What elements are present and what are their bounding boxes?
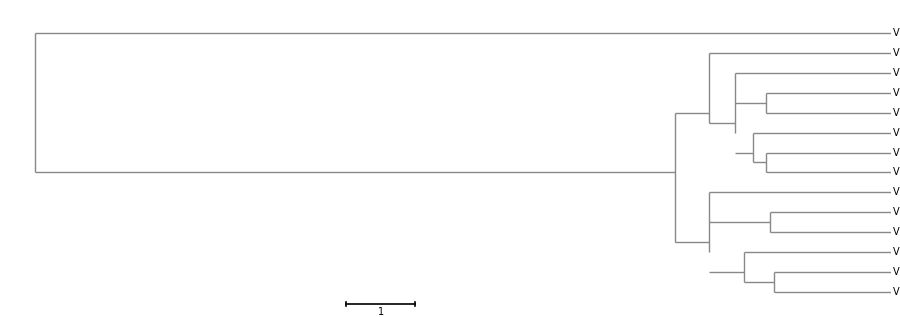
Text: VRSA11b 2010: VRSA11b 2010 (893, 207, 900, 217)
Text: VRSA3 2004: VRSA3 2004 (893, 48, 900, 58)
Text: VRSA16 2021: VRSA16 2021 (893, 28, 900, 38)
Text: VRSA2 2002: VRSA2 2002 (893, 68, 900, 78)
Text: VRSA1 2002: VRSA1 2002 (893, 108, 900, 118)
Text: VRSA5 2005: VRSA5 2005 (893, 287, 900, 297)
Text: VRSA11a 2010: VRSA11a 2010 (893, 227, 900, 237)
Text: VRSA15 2021: VRSA15 2021 (893, 147, 900, 158)
Text: VRSA10 2009: VRSA10 2009 (893, 128, 900, 138)
Text: VRSA7 2006: VRSA7 2006 (893, 267, 900, 277)
Text: 1: 1 (378, 307, 384, 317)
Text: VRSA4 2005: VRSA4 2005 (893, 247, 900, 257)
Text: VRSA8 2007: VRSA8 2007 (893, 187, 900, 197)
Text: VRSA6 2005: VRSA6 2005 (893, 88, 900, 98)
Text: VRSA9 2007: VRSA9 2007 (893, 167, 900, 178)
